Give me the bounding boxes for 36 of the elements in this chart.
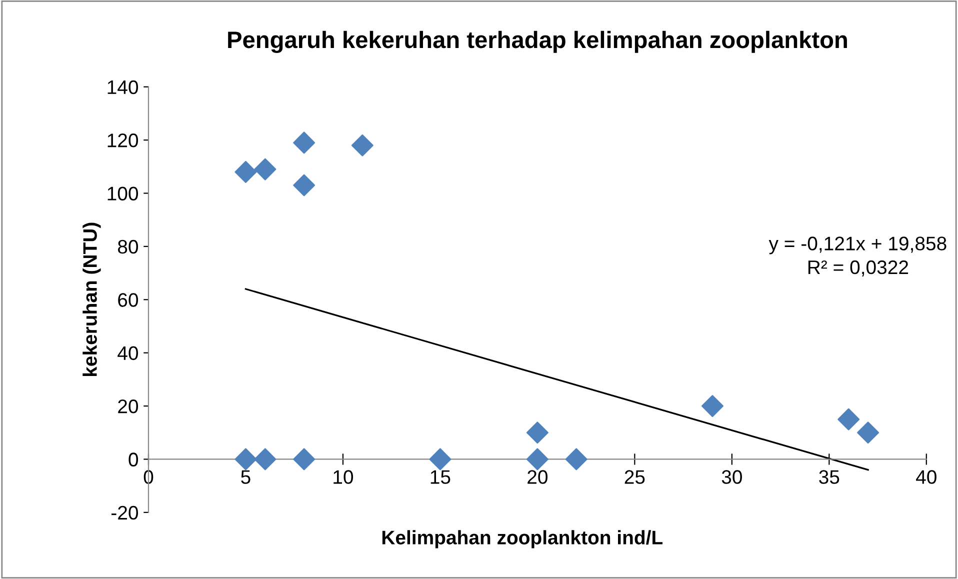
point	[857, 422, 880, 444]
point	[234, 160, 257, 183]
x-tick-label: 15	[430, 470, 450, 484]
y-tick-label: 40	[118, 346, 138, 360]
x-tick-label: 40	[916, 470, 936, 484]
y-tick-label: -20	[112, 506, 138, 520]
point	[293, 132, 316, 154]
y-tick-label: 20	[118, 399, 138, 414]
point	[351, 134, 374, 156]
x-tick-label: 20	[528, 470, 548, 484]
y-tick-label: 60	[118, 293, 138, 307]
x-tick-label: 10	[334, 470, 354, 484]
y-tick-label: 100	[108, 186, 138, 200]
point	[254, 448, 276, 470]
point	[526, 422, 548, 444]
point	[234, 448, 257, 470]
x-tick-label: 30	[722, 470, 742, 484]
chart-title: Pengaruh kekeruhan terhadap kelimpahan zooplankton	[228, 30, 847, 53]
x-axis-title: Kelimpahan zooplankton ind/L	[382, 530, 662, 548]
x-tick-label: 35	[819, 470, 840, 484]
x-tick-label: 5	[241, 470, 250, 484]
y-tick-label: 0	[128, 452, 138, 466]
point	[838, 408, 860, 430]
y-tick-label: 80	[118, 240, 138, 254]
y-axis-title: kekeruhan (NTU)	[82, 222, 101, 376]
point	[293, 174, 316, 196]
y-tick-label: 120	[108, 134, 138, 148]
point	[293, 448, 316, 470]
y-tick-label: 140	[108, 80, 138, 94]
point	[429, 448, 452, 470]
point	[701, 395, 724, 418]
point	[526, 448, 548, 470]
annotation: y = -0,121x + 19,858 R² = 0,0322	[768, 236, 946, 276]
point	[254, 158, 276, 180]
point	[565, 448, 588, 470]
x-tick-label: 25	[624, 470, 645, 484]
